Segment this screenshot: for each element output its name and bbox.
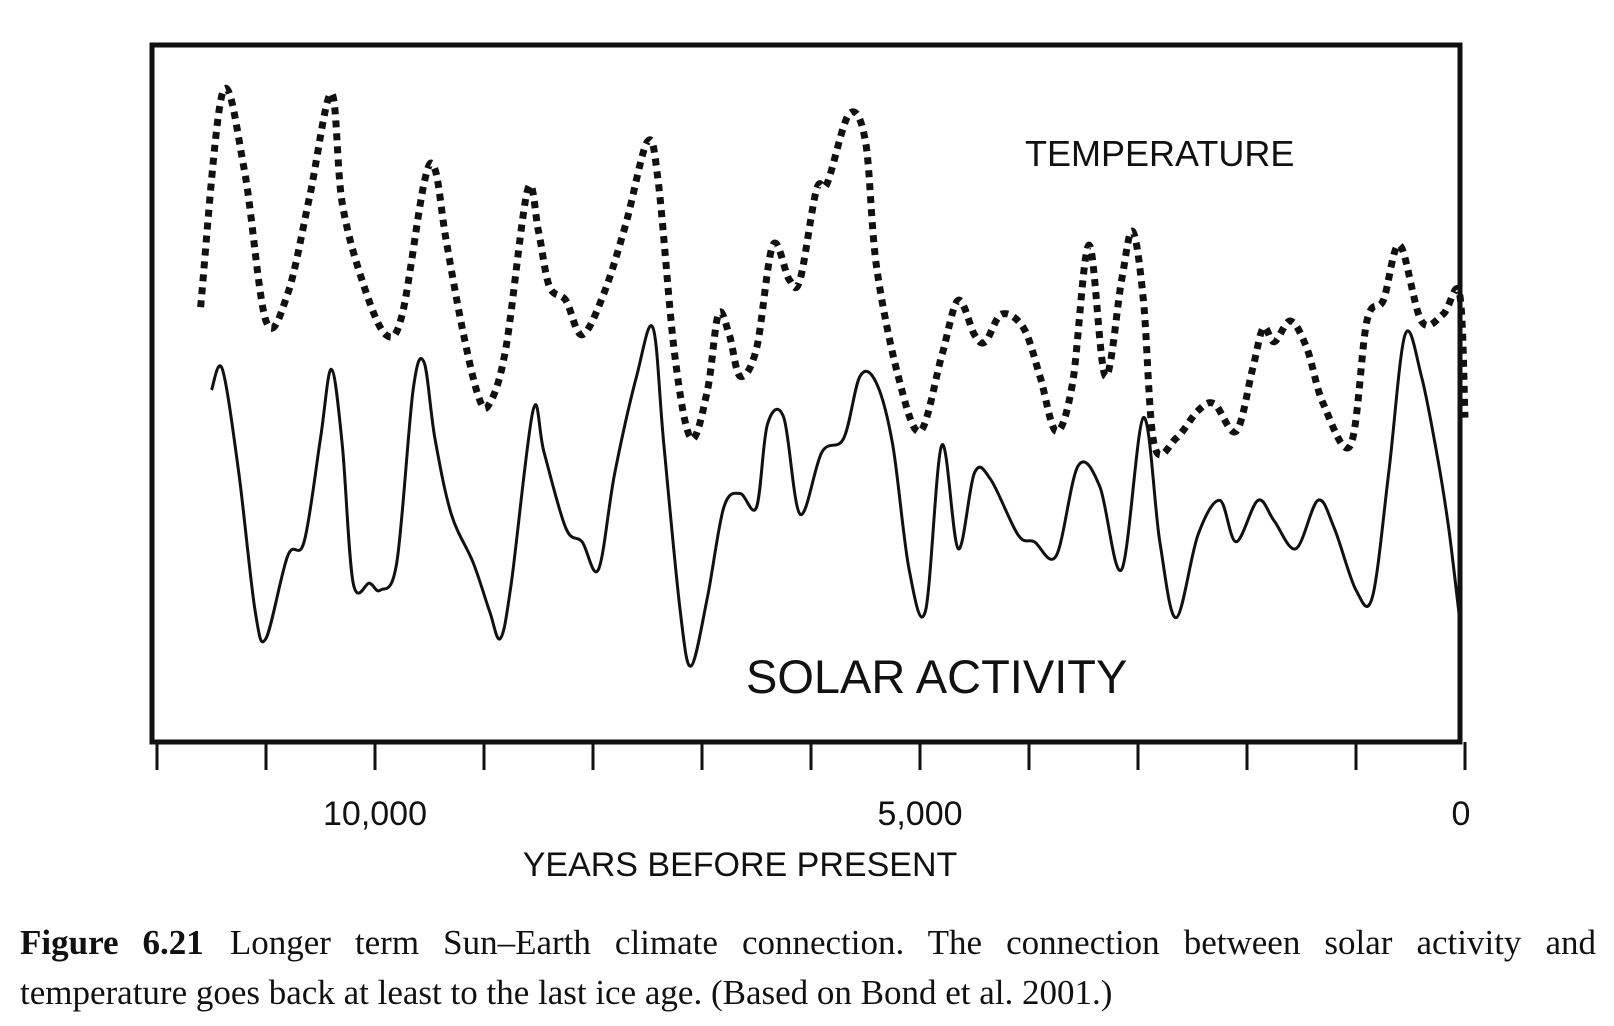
- caption-text: Longer term Sun–Earth climate connection…: [20, 923, 1596, 1012]
- temperature-series-label: TEMPERATURE: [1025, 133, 1294, 174]
- solar-activity-series-label: SOLAR ACTIVITY: [746, 650, 1127, 703]
- x-axis: 10,000 5,000 0: [155, 742, 1471, 833]
- x-tick-label: 0: [1452, 795, 1471, 833]
- x-tick-label: 10,000: [323, 795, 427, 833]
- solar-activity-series-line: [210, 324, 1461, 668]
- x-tick-label: 5,000: [877, 795, 962, 833]
- figure-caption: Figure 6.21 Longer term Sun–Earth climate…: [20, 918, 1596, 1018]
- temperature-series-line: [197, 84, 1469, 459]
- plot-frame: [149, 42, 1463, 745]
- x-axis-title: YEARS BEFORE PRESENT: [523, 846, 958, 880]
- figure-number: Figure 6.21: [20, 923, 204, 962]
- chart: 10,000 5,000 0 TEMPERATURE SOLAR ACTIVITY …: [149, 42, 1471, 880]
- series-group: [197, 84, 1469, 668]
